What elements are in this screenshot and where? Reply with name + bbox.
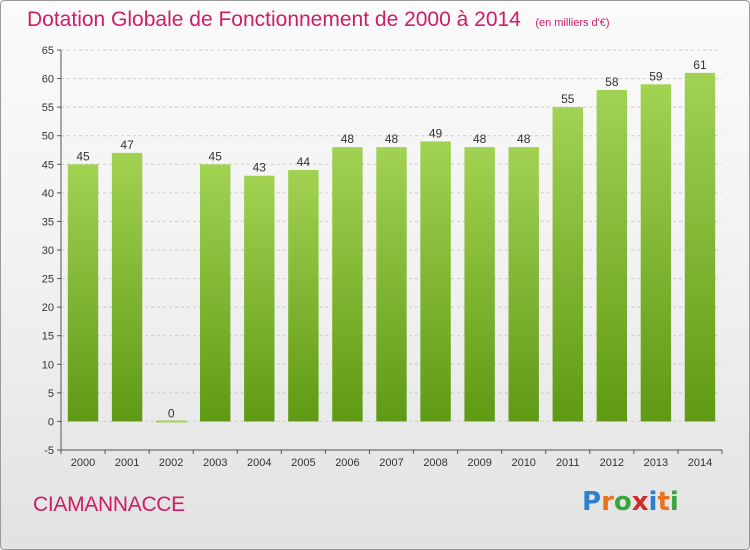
bar [684,72,716,422]
x-tick-label: 2005 [291,457,315,469]
bar [244,175,275,422]
bar [508,147,539,422]
x-tick-label: 2010 [511,457,535,469]
x-tick-label: 2007 [379,457,403,469]
bar [640,84,672,422]
x-tick-label: 2012 [600,457,624,469]
y-tick-label: 35 [42,216,54,228]
x-tick-label: 2013 [644,457,668,469]
y-tick-label: 0 [48,416,54,428]
logo-letter: r [601,487,614,517]
logo-letter: i [669,487,679,517]
data-label: 48 [473,132,487,146]
data-label: 47 [120,138,134,152]
bars [67,72,716,423]
bar [67,164,99,422]
data-label: 44 [297,155,311,169]
bar [155,420,187,423]
bar [111,152,143,422]
bar [552,107,583,422]
x-tick-label: 2014 [688,457,712,469]
x-tick-label: 2011 [556,457,580,469]
x-tick-label: 2006 [335,457,359,469]
x-tick-label: 2003 [203,457,227,469]
bar [288,170,319,422]
logo-letter: o [613,487,632,517]
bar [420,141,451,422]
x-tick-label: 2002 [159,457,183,469]
x-tick-label: 2008 [423,457,447,469]
data-label: 55 [561,92,575,106]
logo-letter: x [631,487,649,517]
bar [376,147,407,422]
y-tick-label: 60 [42,74,54,86]
data-label: 48 [341,132,355,146]
proxiti-logo: Proxiti [582,487,679,517]
logo-letter: i [648,487,658,517]
y-tick-label: 40 [42,188,54,200]
y-tick-label: 65 [42,45,54,57]
y-tick-label: 45 [42,159,54,171]
data-label: 48 [517,132,531,146]
bar [464,147,495,422]
data-label: 59 [649,69,663,83]
axes: -5 0 5 10 15 20 25 30 35 40 45 50 55 60 65 2000 2001 2002… [42,45,723,469]
data-label: 45 [209,149,223,163]
x-tick-label: 2009 [467,457,491,469]
x-tick-label: 2004 [247,457,271,469]
x-tick-label: 2000 [71,457,95,469]
x-tick-label: 2001 [115,457,139,469]
place-name: CIAMANNACCE [33,493,185,516]
unit-note: (en milliers d'€) [535,17,610,29]
y-tick-label: -5 [44,445,54,457]
data-label: 58 [605,75,619,89]
data-label: 0 [168,406,175,420]
data-labels: 45 47 0 45 43 44 48 48 49 48 48 55 58 59 61 [76,58,707,421]
y-tick-label: 15 [42,331,54,343]
y-tick-label: 30 [42,245,54,257]
y-tick-label: 10 [42,359,54,371]
data-label: 61 [693,58,707,72]
title-text: Dotation Globale de Fonctionnement de 20… [27,8,521,31]
chart-title: Dotation Globale de Fonctionnement de 20… [27,8,610,32]
data-label: 45 [76,149,90,163]
y-tick-label: 25 [42,274,54,286]
data-label: 49 [429,126,443,140]
data-label: 48 [385,132,399,146]
data-label: 43 [253,161,267,175]
logo-letter: t [657,487,670,517]
y-tick-label: 20 [42,302,54,314]
y-tick-label: 50 [42,131,54,143]
bar [200,164,231,422]
y-tick-label: 5 [48,388,54,400]
y-tick-label: 55 [42,102,54,114]
logo-letter: P [582,487,602,517]
bar [332,147,363,422]
bar [596,90,628,422]
